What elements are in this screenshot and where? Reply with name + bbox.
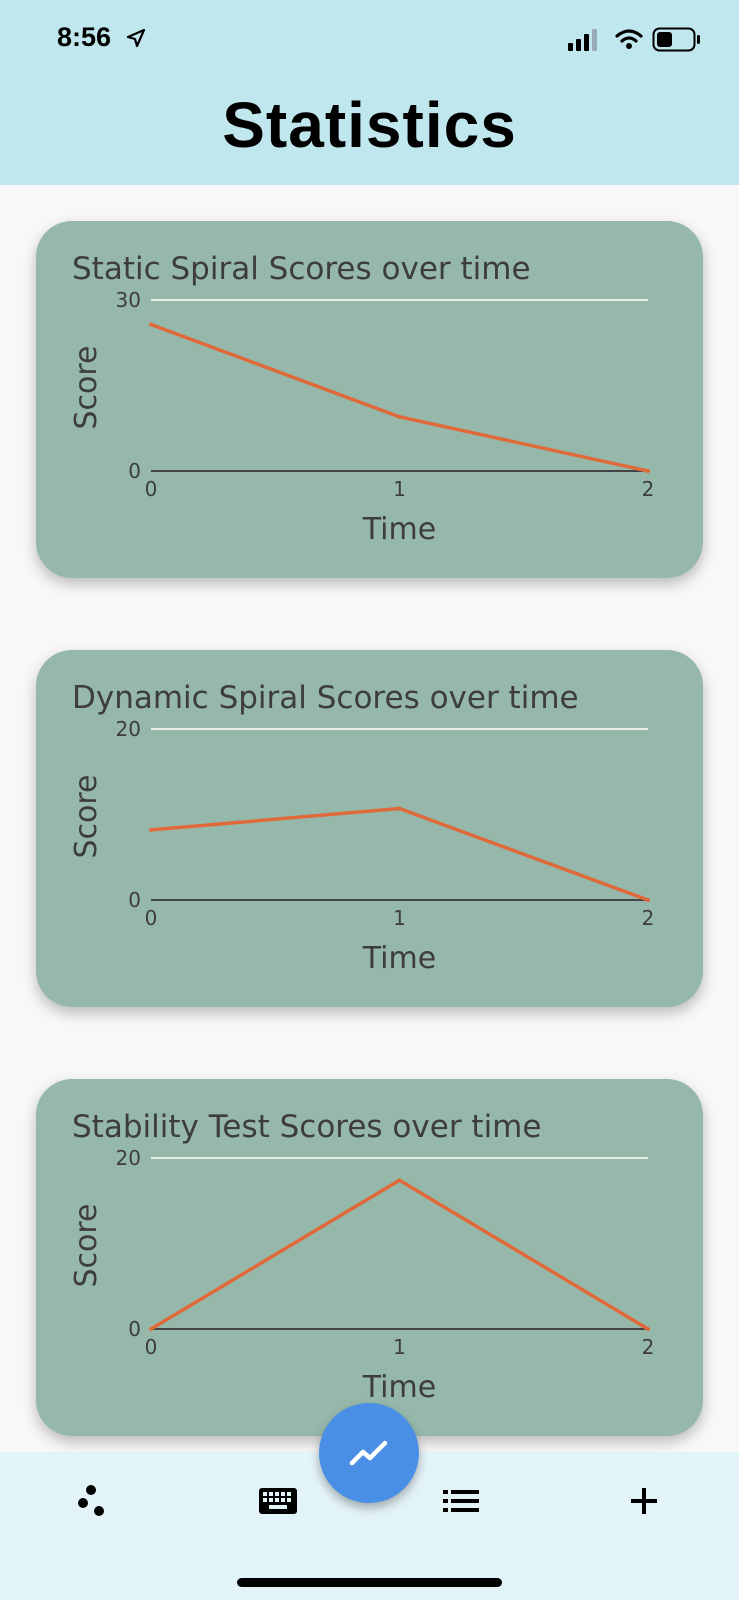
battery-icon: [652, 27, 700, 52]
nav-add-button[interactable]: [619, 1478, 669, 1524]
data-point: [397, 414, 402, 419]
x-tick-label: 1: [393, 1335, 406, 1359]
y-tick-label: 0: [128, 459, 141, 483]
data-point: [149, 322, 153, 327]
line-chart: 0 20 0 1 2 Time Score: [69, 717, 655, 976]
status-time: 8:56: [57, 22, 112, 52]
page-title: Statistics: [222, 89, 517, 161]
x-tick-label: 0: [145, 906, 158, 930]
chart-card-stability-test: Stability Test Scores over time 0 20 0 1 2 Ti…: [36, 1079, 703, 1436]
x-tick-label: 2: [642, 1335, 655, 1359]
trending-line-icon: [349, 1440, 388, 1466]
x-axis-label: Time: [362, 1370, 436, 1405]
app-header: 8:56 Statistics: [0, 0, 739, 185]
line-chart: 0 20 0 1 2 Time Score: [69, 1146, 655, 1405]
data-point: [397, 806, 402, 811]
data-point: [646, 469, 650, 473]
wifi-icon: [615, 29, 643, 49]
location-arrow-icon: [126, 28, 146, 48]
data-point: [149, 1327, 153, 1331]
y-axis-label: Score: [69, 345, 104, 429]
x-tick-label: 1: [393, 906, 406, 930]
y-tick-label: 0: [128, 1317, 141, 1341]
x-tick-label: 0: [145, 1335, 158, 1359]
x-tick-label: 2: [642, 906, 655, 930]
data-point: [646, 1327, 650, 1331]
chart-title: Dynamic Spiral Scores over time: [72, 680, 579, 716]
scatter-dots-icon: [78, 1485, 104, 1516]
data-point: [149, 827, 153, 832]
chart-card-static-spiral: Static Spiral Scores over time 0 30 0 1 2 Tim…: [36, 221, 703, 578]
series-line: [150, 806, 649, 902]
keyboard-icon: [259, 1488, 297, 1514]
statistics-fab-button[interactable]: [319, 1403, 419, 1503]
x-tick-label: 1: [393, 477, 406, 501]
x-tick-label: 0: [145, 477, 158, 501]
series-line: [150, 322, 649, 473]
home-indicator: [237, 1578, 502, 1587]
line-chart: 0 30 0 1 2 Time Score: [69, 288, 655, 547]
y-axis-label: Score: [69, 774, 104, 858]
chart-card-dynamic-spiral: Dynamic Spiral Scores over time 0 20 0 1 2 Ti…: [36, 650, 703, 1007]
cellular-signal-icon: [568, 29, 597, 51]
y-tick-label: 20: [116, 1146, 141, 1170]
x-tick-label: 2: [642, 477, 655, 501]
chart-title: Static Spiral Scores over time: [72, 251, 531, 287]
y-tick-label: 30: [116, 288, 141, 312]
x-axis-label: Time: [362, 512, 436, 547]
chart-title: Stability Test Scores over time: [72, 1109, 542, 1145]
y-axis-label: Score: [69, 1203, 104, 1287]
nav-list-button[interactable]: [436, 1478, 486, 1524]
data-point: [646, 898, 650, 902]
series-line: [150, 1178, 649, 1331]
x-axis-label: Time: [362, 941, 436, 976]
list-icon: [443, 1490, 479, 1512]
nav-scatter-button[interactable]: [69, 1478, 119, 1524]
data-point: [397, 1178, 402, 1183]
plus-icon: [631, 1488, 657, 1514]
y-tick-label: 0: [128, 888, 141, 912]
y-tick-label: 20: [116, 717, 141, 741]
nav-keyboard-button[interactable]: [253, 1478, 303, 1524]
